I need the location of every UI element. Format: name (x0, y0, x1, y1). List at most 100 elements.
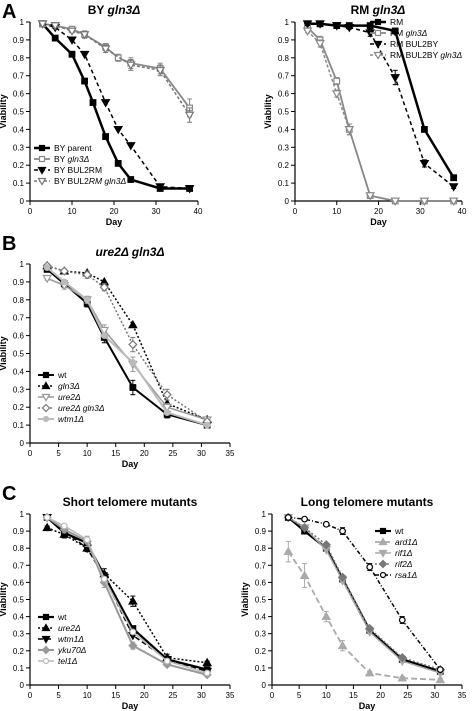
series-2 (283, 540, 446, 684)
x-tick-label: 40 (458, 207, 467, 216)
y-tick-label: 0.8 (278, 54, 290, 63)
y-tick-label: 0.5 (13, 596, 25, 605)
y-tick-label: 0.5 (255, 596, 267, 605)
legend-label: ure2Δ (58, 623, 81, 633)
y-tick-label: 0.3 (13, 143, 25, 152)
y-tick-label: 0.4 (278, 125, 290, 134)
legend-marker (42, 657, 50, 665)
legend-label: BY BUL2RM (54, 165, 102, 175)
chart-title: Long telomere mutants (301, 495, 434, 509)
legend-label: RM BUL2BY gln3Δ (390, 50, 462, 60)
y-tick-label: 0.3 (278, 143, 290, 152)
data-point (83, 296, 91, 304)
data-point (299, 570, 310, 579)
y-tick-label: 0.2 (255, 647, 267, 656)
panel-letter-b: B (2, 233, 16, 255)
data-point (366, 22, 374, 29)
x-tick-label: 40 (194, 207, 203, 216)
y-tick-label: 0.4 (13, 367, 25, 376)
y-tick-label: 1 (262, 510, 267, 519)
y-tick-label: 0.9 (278, 36, 290, 45)
legend-label: RM BUL2BY (390, 39, 439, 49)
legend-label: ure2Δ (58, 392, 81, 402)
y-tick-label: 0.2 (278, 161, 290, 170)
y-tick-label: 0.7 (13, 314, 25, 323)
data-point (337, 572, 348, 582)
data-point (321, 540, 331, 550)
legend-marker (41, 403, 51, 413)
data-point (43, 264, 51, 271)
series-5 (43, 514, 211, 677)
y-tick-label: 0.2 (13, 647, 25, 656)
data-point (299, 523, 310, 533)
data-point (398, 616, 406, 624)
y-tick-label: 0.5 (13, 108, 25, 117)
data-point (421, 125, 428, 133)
y-tick-label: 0.8 (13, 296, 25, 305)
series-3 (283, 514, 446, 679)
x-tick-label: 10 (322, 691, 331, 700)
data-point (364, 668, 375, 677)
x-tick-label: 5 (297, 691, 302, 700)
y-tick-label: 0.2 (13, 161, 25, 170)
x-tick-label: 35 (458, 691, 467, 700)
data-point (125, 61, 136, 70)
x-tick-label: 30 (152, 207, 161, 216)
y-tick-label: 0.3 (13, 385, 25, 394)
data-point (60, 522, 68, 530)
data-point (79, 31, 90, 40)
legend-marker (374, 18, 382, 26)
data-point (100, 45, 111, 54)
data-point (450, 174, 458, 182)
y-tick-label: 0.5 (13, 350, 25, 359)
legend-marker (378, 549, 388, 558)
data-point (155, 66, 166, 76)
legend-marker (42, 613, 50, 621)
data-point (344, 23, 355, 33)
data-point (322, 520, 330, 528)
series-line (306, 30, 454, 202)
chart-title: RM gln3Δ (351, 3, 406, 17)
legend-marker (379, 527, 387, 535)
data-point (365, 192, 375, 201)
data-point (397, 673, 408, 682)
chart-3: ure2Δ gln3Δ 0 0.1 0.2 0.3 0.4 0.5 0.6 0.7 0.8 0.9 1… (0, 245, 235, 469)
data-point (42, 274, 52, 284)
x-tick-label: 30 (430, 691, 439, 700)
data-point (283, 546, 294, 556)
data-point (83, 536, 91, 544)
data-point (51, 34, 59, 42)
y-tick-label: 0.6 (278, 90, 290, 99)
legend-marker (42, 415, 50, 423)
y-axis-label: Viability (0, 582, 8, 616)
data-point (162, 403, 172, 413)
data-point (435, 674, 446, 684)
data-point (100, 332, 108, 340)
panel-letter-c: C (2, 483, 16, 505)
series-4 (283, 512, 445, 675)
series-2 (39, 20, 194, 118)
legend-label: wt (394, 526, 404, 536)
legend-marker (374, 29, 382, 37)
legend-marker (41, 393, 51, 402)
data-point (99, 282, 109, 292)
legend-marker (379, 571, 387, 579)
x-tick-label: 35 (226, 691, 235, 700)
data-point (448, 183, 459, 192)
data-point (67, 36, 77, 45)
data-point (129, 359, 137, 366)
series-4 (302, 27, 459, 207)
legend-marker (42, 371, 50, 379)
chart-4: Short telomere mutants 0 0.1 0.2 0.3 0.4 0.5 0.… (0, 495, 235, 711)
data-point (100, 575, 108, 583)
data-point (366, 563, 374, 571)
x-tick-label: 10 (83, 449, 92, 458)
x-tick-label: 20 (110, 207, 119, 216)
data-point (60, 278, 68, 286)
legend-label: rif1Δ (395, 548, 413, 558)
